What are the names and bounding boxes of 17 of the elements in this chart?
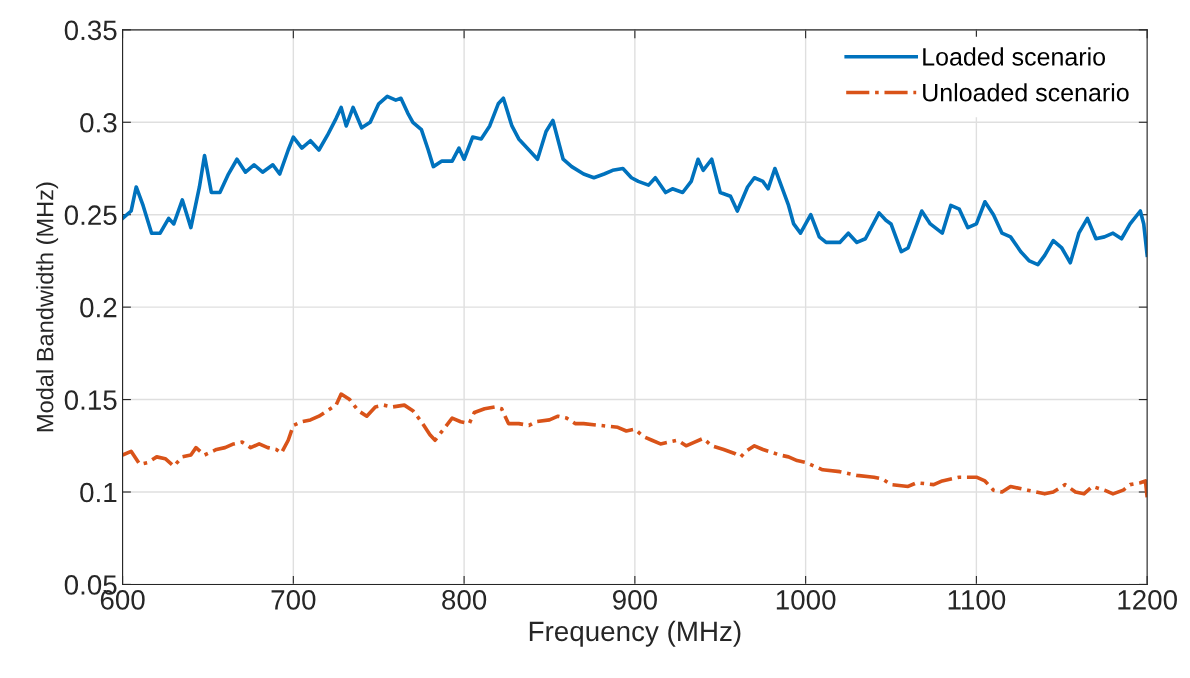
line-series	[122, 392, 1148, 500]
x-tick-label: 1100	[948, 590, 1006, 610]
y-tick-label: 0.2	[80, 297, 117, 318]
x-tick-label: 1000	[776, 590, 836, 610]
x-axis-title: Frequency (MHz)	[529, 620, 741, 647]
y-tick-label: 0.15	[64, 390, 117, 410]
y-tick-label: 0.3	[80, 112, 117, 133]
legend-label: Unloaded scenario	[923, 83, 1129, 102]
x-tick-label: 1200	[1118, 590, 1177, 610]
x-tick-label: 700	[271, 590, 316, 610]
x-tick-label: 900	[613, 590, 657, 610]
y-axis-title: Modal Bandwidth (MHz)	[36, 182, 59, 432]
y-tick-label: 0.35	[64, 20, 117, 41]
y-tick-label: 0.25	[64, 205, 117, 226]
legend-label: Loaded scenario	[923, 47, 1106, 66]
x-tick-label: 800	[442, 590, 487, 610]
y-tick-label: 0.1	[80, 482, 117, 503]
